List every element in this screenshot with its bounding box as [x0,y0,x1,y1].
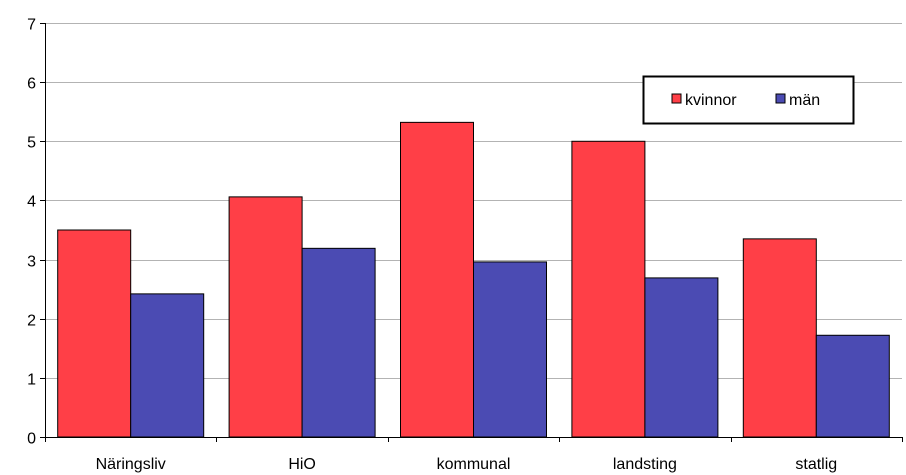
legend-label-kvinnor: kvinnor [685,92,737,109]
bar-män-HiO [301,247,376,438]
y-tick-label: 2 [27,313,36,330]
bars [57,121,890,438]
y-tick-label: 5 [27,135,36,152]
bar-kvinnor-kommunal [400,121,474,438]
legend-swatch-män [775,93,786,104]
x-tick-label: kommunal [437,456,511,473]
y-tick-label: 0 [27,431,36,448]
y-tick-label: 3 [27,254,36,271]
bar-män-Näringsliv [130,293,205,438]
bar-män-statlig [815,334,890,438]
y-tick-label: 1 [27,372,36,389]
legend: kvinnor män [642,75,855,125]
bar-kvinnor-statlig [742,238,817,438]
y-tick-label: 6 [27,76,36,93]
y-tick-label: 7 [27,17,36,34]
bar-kvinnor-HiO [228,196,303,438]
y-tick-labels: 0 1 2 3 4 5 6 7 [27,17,36,448]
y-tick-label: 4 [27,194,36,211]
bar-kvinnor-landsting [571,140,646,438]
bar-kvinnor-Näringsliv [57,229,132,438]
legend-swatch-kvinnor [671,93,682,104]
bar-män-kommunal [473,261,547,438]
legend-label-män: män [789,92,820,109]
x-tick-label: statlig [795,456,837,473]
x-tick-label: HiO [288,456,316,473]
x-tick-label: landsting [613,456,677,473]
x-tick-label: Näringsliv [96,456,166,473]
axes [45,23,903,442]
bar-män-landsting [644,277,719,438]
x-tick-labels: Näringsliv HiO kommunal landsting statlig [96,456,838,473]
